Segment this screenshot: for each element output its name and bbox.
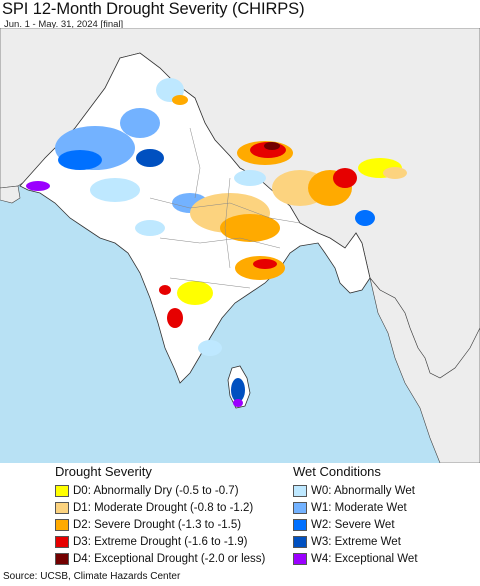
outside-land-west — [0, 185, 21, 204]
wet-legend-swatch — [293, 536, 307, 548]
wet-legend-label: W1: Moderate Wet — [311, 502, 407, 514]
map-subtitle: Jun. 1 - May. 31, 2024 [final] — [4, 19, 124, 30]
admin-borders — [149, 127, 301, 289]
east-land — [369, 277, 480, 463]
wet-legend-item: W1: Moderate Wet — [293, 500, 407, 516]
drought-map — [0, 28, 480, 463]
wet-legend-title: Wet Conditions — [293, 464, 381, 479]
source-credit: Source: UCSB, Climate Hazards Center — [3, 571, 181, 582]
wet-legend-swatch — [293, 502, 307, 514]
wet-anomalies — [26, 78, 375, 407]
map-canvas — [0, 28, 480, 463]
wet-legend-item: W4: Exceptional Wet — [293, 551, 418, 567]
wet-legend-item: W3: Extreme Wet — [293, 534, 401, 550]
wet-legend-swatch — [293, 519, 307, 531]
drought-legend-swatch — [55, 485, 69, 497]
drought-legend-label: D2: Severe Drought (-1.3 to -1.5) — [73, 519, 242, 531]
drought-legend-swatch — [55, 519, 69, 531]
wet-legend-label: W0: Abnormally Wet — [311, 485, 415, 497]
drought-legend-label: D0: Abnormally Dry (-0.5 to -0.7) — [73, 485, 239, 497]
wet-legend-label: W4: Exceptional Wet — [311, 553, 418, 565]
wet-legend-label: W3: Extreme Wet — [311, 536, 401, 548]
drought-legend-label: D4: Exceptional Drought (-2.0 or less) — [73, 553, 266, 565]
drought-anomalies — [159, 95, 407, 328]
drought-legend-item: D0: Abnormally Dry (-0.5 to -0.7) — [55, 483, 239, 499]
wet-legend-label: W2: Severe Wet — [311, 519, 395, 531]
drought-legend-item: D4: Exceptional Drought (-2.0 or less) — [55, 551, 265, 567]
drought-legend-swatch — [55, 502, 69, 514]
wet-legend-item: W2: Severe Wet — [293, 517, 395, 533]
drought-legend-swatch — [55, 536, 69, 548]
wet-legend-swatch — [293, 553, 307, 565]
drought-legend-title: Drought Severity — [55, 464, 152, 479]
wet-legend-swatch — [293, 485, 307, 497]
drought-legend-label: D1: Moderate Drought (-0.8 to -1.2) — [73, 502, 254, 514]
drought-legend-item: D2: Severe Drought (-1.3 to -1.5) — [55, 517, 241, 533]
drought-legend-item: D1: Moderate Drought (-0.8 to -1.2) — [55, 500, 253, 516]
drought-legend-label: D3: Extreme Drought (-1.6 to -1.9) — [73, 536, 248, 548]
drought-legend-item: D3: Extreme Drought (-1.6 to -1.9) — [55, 534, 247, 550]
drought-legend-swatch — [55, 553, 69, 565]
wet-legend-item: W0: Abnormally Wet — [293, 483, 415, 499]
map-title: SPI 12-Month Drought Severity (CHIRPS) — [2, 0, 305, 18]
